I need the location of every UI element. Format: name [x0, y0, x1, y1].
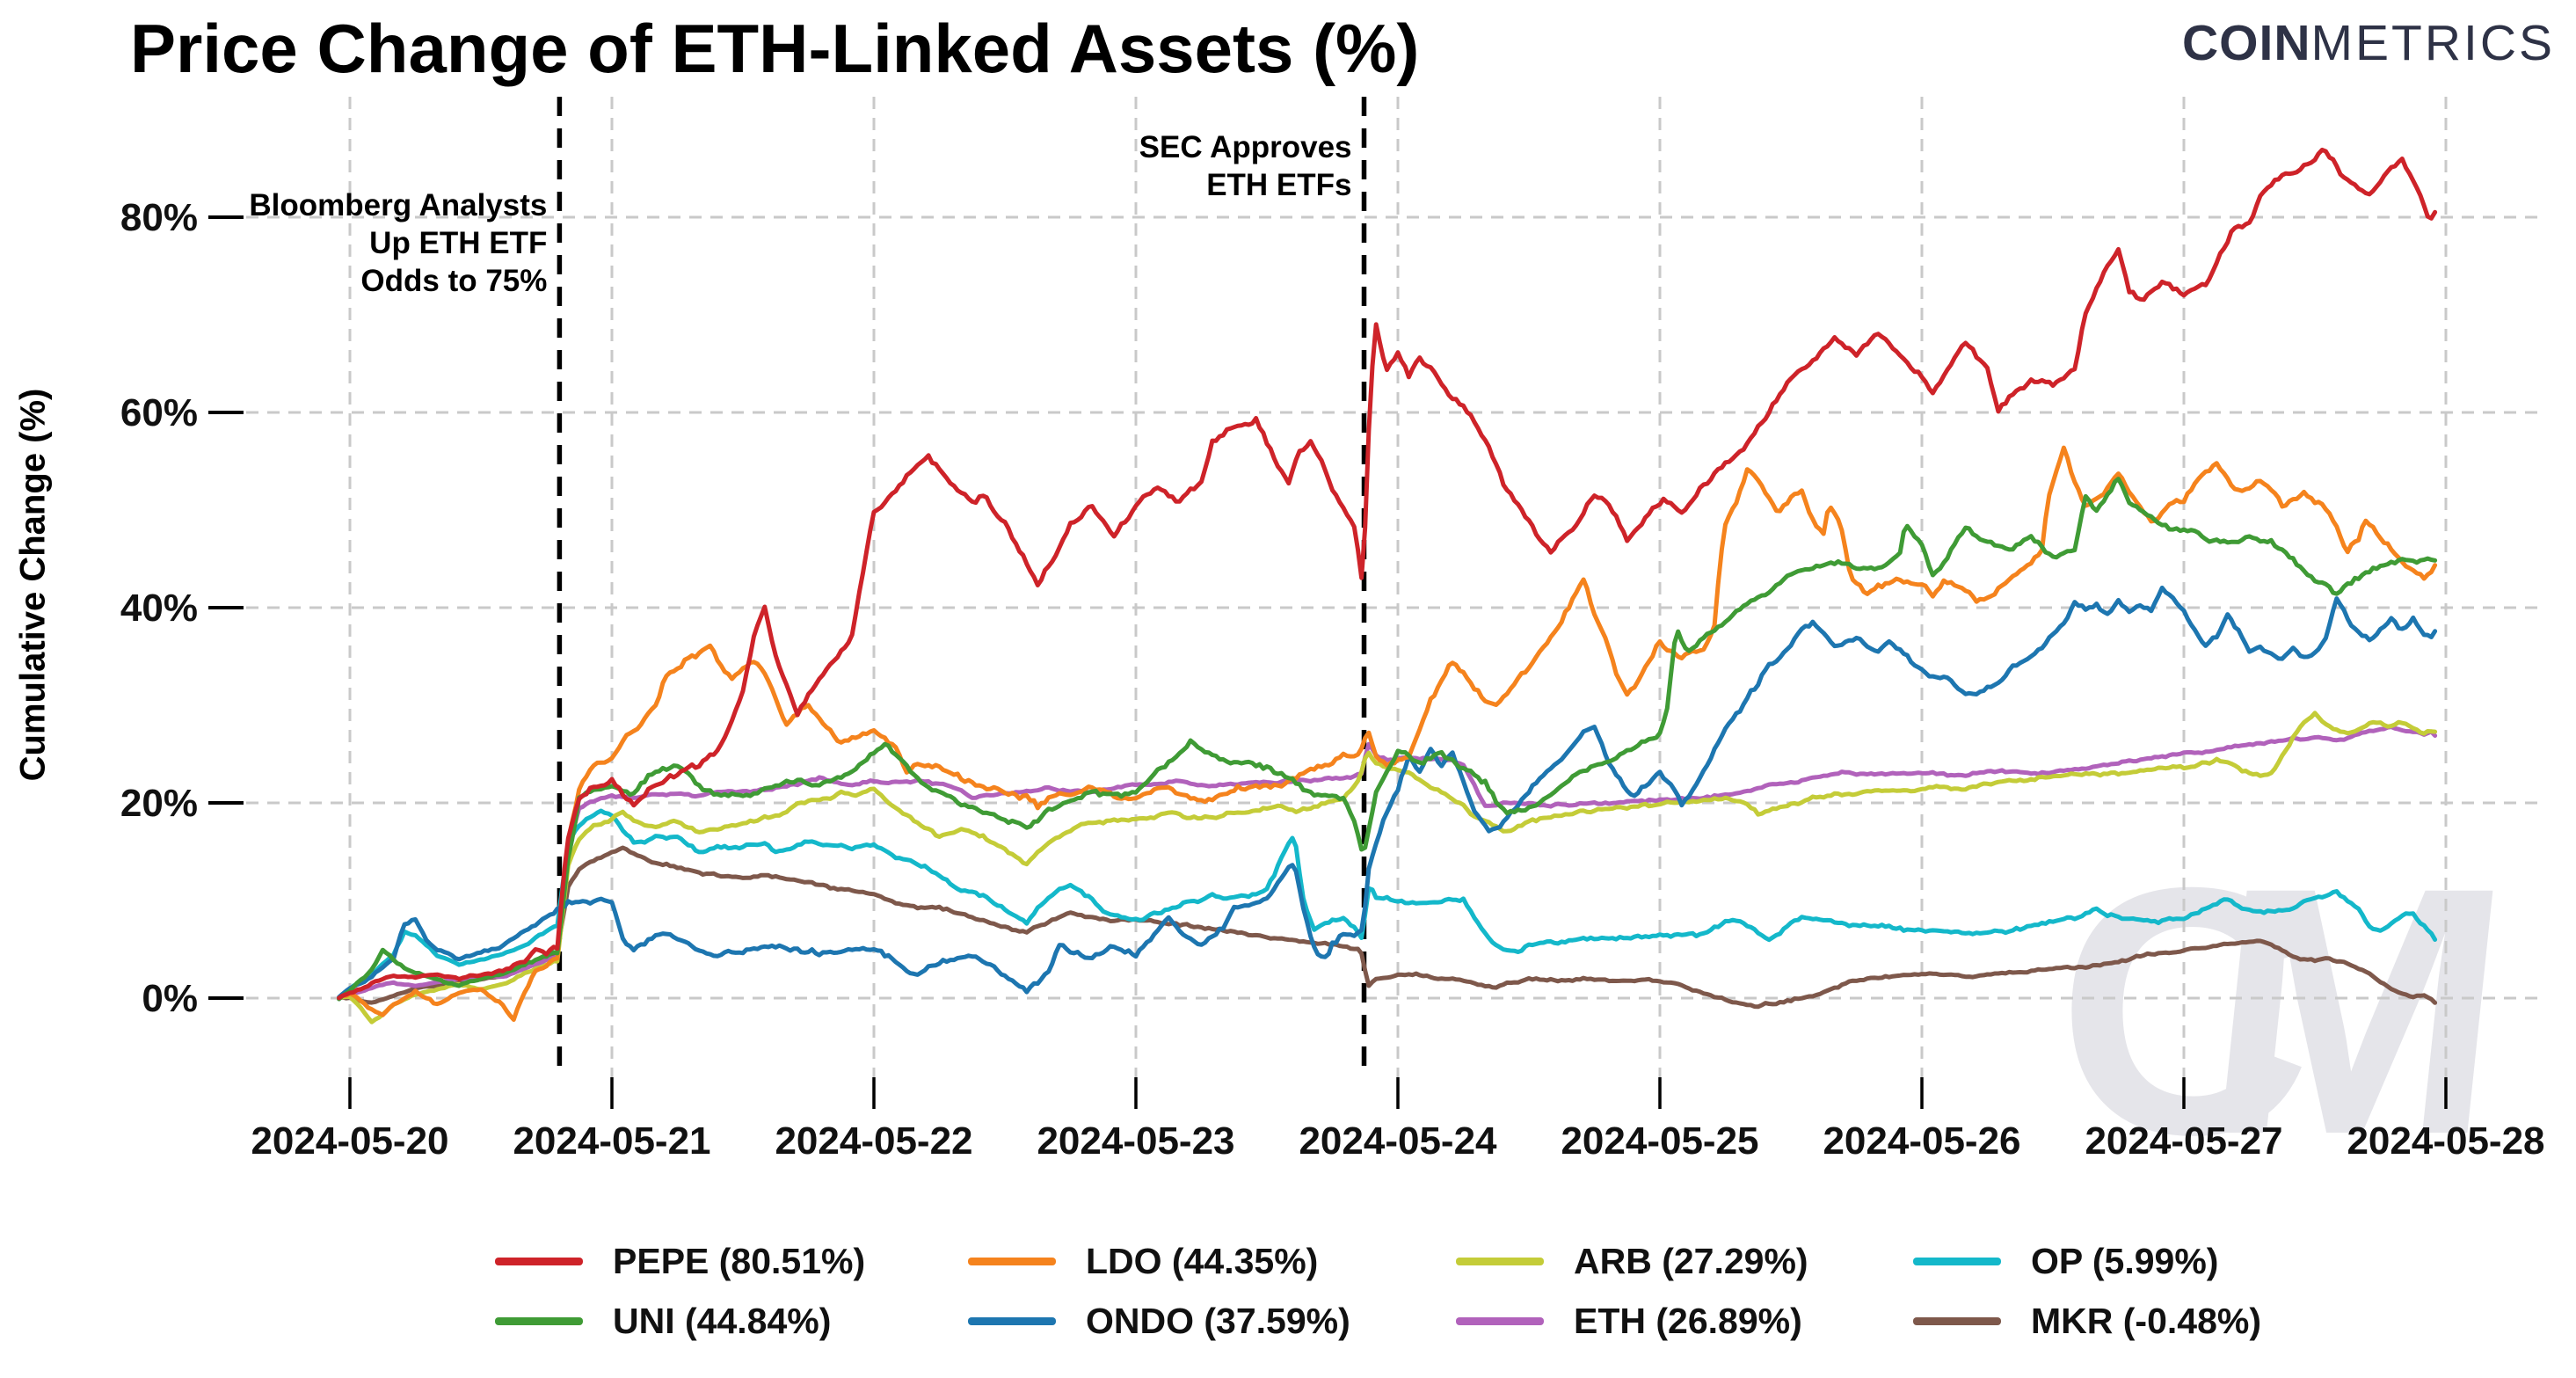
axis-ticks — [208, 215, 2448, 1109]
y-tick-label: 0% — [142, 977, 198, 1020]
legend-label-UNI: UNI (44.84%) — [613, 1300, 832, 1341]
x-tick-label: 2024-05-25 — [1561, 1119, 1758, 1163]
legend-column-3: OP (5.99%) MKR (-0.48%) — [1913, 1231, 2261, 1351]
x-tick-label: 2024-05-20 — [251, 1119, 448, 1163]
page-title: Price Change of ETH-Linked Assets (%) — [130, 10, 1420, 87]
legend-label-ARB: ARB (27.29%) — [1574, 1240, 1808, 1281]
logo-metrics-text: METRICS — [2310, 15, 2555, 71]
y-tick-label: 40% — [120, 587, 198, 630]
tick-labels: 2024-05-20 2024-05-21 2024-05-22 2024-05-23… — [120, 196, 2545, 1163]
legend-item-PEPE: PEPE (80.51%) — [495, 1231, 865, 1291]
series-line-MKR — [337, 845, 2438, 1010]
x-tick-label: 2024-05-27 — [2085, 1119, 2282, 1163]
x-tick-label: 2024-05-26 — [1823, 1119, 2020, 1163]
legend-swatch-PEPE — [495, 1257, 583, 1265]
annotation-line: SEC Approves — [1139, 130, 1352, 164]
legend-item-ONDO: ONDO (37.59%) — [968, 1291, 1350, 1351]
legend-swatch-ONDO — [968, 1316, 1056, 1325]
x-tick-label: 2024-05-28 — [2347, 1119, 2544, 1163]
legend-column-2: ARB (27.29%) ETH (26.89%) — [1456, 1231, 1808, 1351]
series-lines — [337, 147, 2438, 1024]
legend-column-0: PEPE (80.51%) UNI (44.84%) — [495, 1231, 865, 1351]
logo-coin-text: COIN — [2182, 15, 2311, 71]
annotation-line: ETH ETFs — [1206, 168, 1352, 202]
x-tick-label: 2024-05-23 — [1037, 1119, 1234, 1163]
series-line-ONDO — [337, 585, 2438, 1000]
legend-swatch-OP — [1913, 1257, 2001, 1265]
svg-text:M: M — [2190, 814, 2524, 1207]
legend-label-ETH: ETH (26.89%) — [1574, 1300, 1802, 1341]
legend-column-1: LDO (44.35%) ONDO (37.59%) — [968, 1231, 1350, 1351]
annotation-line: Odds to 75% — [360, 264, 548, 298]
legend-swatch-ETH — [1456, 1316, 1544, 1325]
legend-label-OP: OP (5.99%) — [2031, 1240, 2219, 1281]
series-line-OP — [337, 808, 2438, 1002]
legend-swatch-ARB — [1456, 1257, 1544, 1265]
legend-swatch-UNI — [495, 1316, 583, 1325]
legend-swatch-LDO — [968, 1257, 1056, 1265]
series-line-PEPE — [337, 147, 2438, 1001]
y-tick-label: 80% — [120, 196, 198, 239]
annotation-line: Up ETH ETF — [369, 226, 548, 260]
legend-item-LDO: LDO (44.35%) — [968, 1231, 1350, 1291]
x-tick-label: 2024-05-21 — [513, 1119, 710, 1163]
series-line-UNI — [337, 477, 2438, 1002]
event-annotation-1: SEC Approves ETH ETFs — [895, 128, 1352, 204]
legend-label-PEPE: PEPE (80.51%) — [613, 1240, 866, 1281]
coinmetrics-logo: COINMETRICS — [2182, 14, 2555, 72]
legend-label-LDO: LDO (44.35%) — [1086, 1240, 1319, 1281]
legend-item-OP: OP (5.99%) — [1913, 1231, 2261, 1291]
y-axis-title: Cumulative Change (%) — [13, 388, 53, 782]
annotation-line: Bloomberg Analysts — [249, 188, 548, 222]
legend-item-ARB: ARB (27.29%) — [1456, 1231, 1808, 1291]
x-tick-label: 2024-05-22 — [775, 1119, 972, 1163]
legend-label-MKR: MKR (-0.48%) — [2031, 1300, 2261, 1341]
series-line-ETH — [337, 725, 2438, 1000]
legend-item-UNI: UNI (44.84%) — [495, 1291, 865, 1351]
y-tick-label: 60% — [120, 391, 198, 434]
legend-label-ONDO: ONDO (37.59%) — [1086, 1300, 1350, 1341]
legend-swatch-MKR — [1913, 1316, 2001, 1325]
event-annotation-0: Bloomberg Analysts Up ETH ETF Odds to 75% — [90, 186, 547, 300]
legend-item-ETH: ETH (26.89%) — [1456, 1291, 1808, 1351]
legend-item-MKR: MKR (-0.48%) — [1913, 1291, 2261, 1351]
y-tick-label: 20% — [120, 782, 198, 825]
x-tick-label: 2024-05-24 — [1299, 1119, 1497, 1163]
